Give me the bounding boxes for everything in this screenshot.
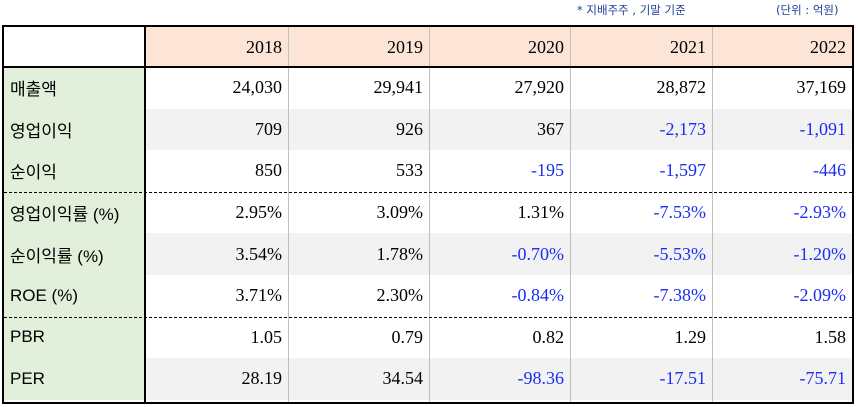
value-cell: 3.54% xyxy=(145,233,288,275)
header-divider xyxy=(4,66,852,68)
value-cell: -195 xyxy=(531,160,564,181)
value-cell: 1.78% xyxy=(288,233,429,275)
column-divider xyxy=(288,27,289,402)
value-cell: 709 xyxy=(145,108,288,151)
label-column-divider xyxy=(144,27,146,402)
row-label: PER xyxy=(4,358,145,400)
row-label: 영업이익 xyxy=(4,108,145,151)
table-grid: 2018 2019 2020 2021 2022 매출액 24,030 29,941 27,92… xyxy=(4,27,852,402)
value-cell: 37,169 xyxy=(796,77,847,98)
year-header-2021: 2021 xyxy=(570,27,712,67)
row-label: 영업이익률 (%) xyxy=(4,191,145,234)
value-cell: -7.53% xyxy=(653,202,707,223)
value-cell: 1.05 xyxy=(250,326,283,347)
value-cell: -0.84% xyxy=(511,285,565,306)
row-label: PBR xyxy=(4,316,145,359)
value-cell: -2,173 xyxy=(570,108,712,151)
year-header-2022: 2022 xyxy=(712,27,852,67)
value-cell: 29,941 xyxy=(373,77,424,98)
value-cell: -2.93% xyxy=(793,202,847,223)
row-label: 순이익률 (%) xyxy=(4,233,145,275)
value-cell: 2.95% xyxy=(235,202,283,223)
value-cell: 3.71% xyxy=(235,285,283,306)
year-header-2019: 2019 xyxy=(288,27,429,67)
value-cell: 0.82 xyxy=(532,326,565,347)
value-cell: 1.31% xyxy=(517,202,565,223)
row-label: 순이익 xyxy=(4,150,145,192)
source-note: * 지배주주 , 기말 기준 xyxy=(577,3,686,17)
value-cell: 24,030 xyxy=(232,77,283,98)
value-cell: -446 xyxy=(813,160,846,181)
value-cell: 27,920 xyxy=(514,77,565,98)
year-header-2018: 2018 xyxy=(145,27,288,67)
column-divider xyxy=(712,27,713,402)
value-cell: 926 xyxy=(288,108,429,151)
value-cell: -75.71 xyxy=(712,358,852,400)
value-cell: 28,872 xyxy=(656,77,707,98)
unit-note: (단위 : 억원) xyxy=(776,3,839,17)
value-cell: 0.79 xyxy=(391,326,424,347)
value-cell: -0.70% xyxy=(429,233,570,275)
value-cell: 1.29 xyxy=(674,326,707,347)
value-cell: -5.53% xyxy=(570,233,712,275)
value-cell: -7.38% xyxy=(653,285,707,306)
value-cell: -2.09% xyxy=(793,285,847,306)
value-cell: -17.51 xyxy=(570,358,712,400)
value-cell: 1.58 xyxy=(814,326,847,347)
group-divider xyxy=(4,316,852,318)
row-label: 매출액 xyxy=(4,67,145,109)
value-cell: 850 xyxy=(255,160,282,181)
value-cell: -1.20% xyxy=(712,233,852,275)
value-cell: 3.09% xyxy=(376,202,424,223)
value-cell: 367 xyxy=(429,108,570,151)
value-cell: 28.19 xyxy=(145,358,288,400)
value-cell: -1,091 xyxy=(712,108,852,151)
header-corner-cell xyxy=(4,27,145,67)
column-divider xyxy=(570,27,571,402)
group-divider xyxy=(4,191,852,193)
value-cell: 34.54 xyxy=(288,358,429,400)
value-cell: 533 xyxy=(396,160,423,181)
value-cell: 2.30% xyxy=(376,285,424,306)
value-cell: -98.36 xyxy=(429,358,570,400)
value-cell: -1,597 xyxy=(659,160,707,181)
year-header-2020: 2020 xyxy=(429,27,570,67)
financial-table: 2018 2019 2020 2021 2022 매출액 24,030 29,941 27,92… xyxy=(2,25,854,404)
column-divider xyxy=(429,27,430,402)
row-label: ROE (%) xyxy=(4,275,145,317)
